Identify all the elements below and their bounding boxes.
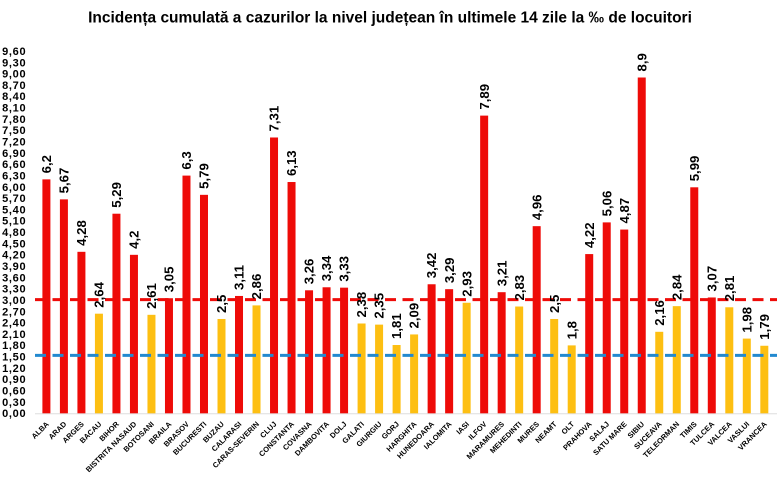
- svg-text:4,96: 4,96: [529, 194, 544, 220]
- svg-text:4,50: 4,50: [2, 238, 26, 250]
- svg-text:3,42: 3,42: [424, 253, 439, 279]
- svg-text:3,34: 3,34: [319, 255, 334, 281]
- svg-text:6,60: 6,60: [2, 159, 26, 171]
- svg-text:3,00: 3,00: [2, 295, 26, 307]
- svg-text:1,80: 1,80: [2, 340, 26, 352]
- svg-text:9,60: 9,60: [2, 46, 26, 58]
- svg-text:7,50: 7,50: [2, 125, 26, 137]
- svg-text:3,26: 3,26: [302, 259, 317, 285]
- svg-text:7,20: 7,20: [2, 137, 26, 149]
- svg-text:3,30: 3,30: [2, 284, 26, 296]
- svg-text:2,86: 2,86: [249, 274, 264, 300]
- svg-text:2,93: 2,93: [459, 271, 474, 297]
- svg-text:2,09: 2,09: [407, 303, 422, 329]
- svg-text:1,50: 1,50: [2, 352, 26, 364]
- svg-text:8,9: 8,9: [634, 53, 649, 71]
- svg-text:2,16: 2,16: [652, 300, 667, 326]
- svg-text:5,29: 5,29: [109, 182, 124, 208]
- svg-text:5,10: 5,10: [2, 216, 26, 228]
- svg-text:2,5: 2,5: [214, 295, 229, 313]
- svg-text:8,70: 8,70: [2, 80, 26, 92]
- svg-text:2,81: 2,81: [722, 276, 737, 302]
- svg-text:9,30: 9,30: [2, 57, 26, 69]
- svg-text:4,87: 4,87: [617, 198, 632, 224]
- svg-text:4,80: 4,80: [2, 227, 26, 239]
- svg-text:9,00: 9,00: [2, 69, 26, 81]
- svg-text:2,38: 2,38: [354, 292, 369, 318]
- svg-text:3,21: 3,21: [494, 261, 509, 287]
- svg-text:6,3: 6,3: [179, 151, 194, 169]
- svg-text:4,2: 4,2: [127, 230, 142, 248]
- svg-text:7,80: 7,80: [2, 114, 26, 126]
- svg-text:7,31: 7,31: [267, 106, 282, 132]
- svg-text:2,40: 2,40: [2, 318, 26, 330]
- svg-text:0,60: 0,60: [2, 386, 26, 398]
- svg-text:3,60: 3,60: [2, 272, 26, 284]
- svg-text:0,30: 0,30: [2, 397, 26, 409]
- svg-text:2,10: 2,10: [2, 329, 26, 341]
- svg-text:4,28: 4,28: [74, 220, 89, 246]
- svg-text:1,20: 1,20: [2, 363, 26, 375]
- svg-text:7,89: 7,89: [477, 84, 492, 110]
- svg-text:2,64: 2,64: [92, 281, 107, 307]
- svg-text:3,90: 3,90: [2, 261, 26, 273]
- svg-text:2,35: 2,35: [372, 293, 387, 319]
- svg-text:6,13: 6,13: [284, 150, 299, 176]
- svg-text:8,40: 8,40: [2, 91, 26, 103]
- svg-text:3,11: 3,11: [232, 265, 247, 290]
- svg-text:5,99: 5,99: [687, 156, 702, 182]
- svg-text:1,79: 1,79: [757, 314, 772, 340]
- svg-text:6,2: 6,2: [39, 155, 54, 173]
- svg-text:6,00: 6,00: [2, 182, 26, 194]
- svg-text:5,06: 5,06: [599, 191, 614, 217]
- svg-text:0,90: 0,90: [2, 374, 26, 386]
- svg-text:2,83: 2,83: [512, 275, 527, 301]
- svg-text:8,10: 8,10: [2, 103, 26, 115]
- svg-text:1,8: 1,8: [564, 321, 579, 339]
- svg-text:5,40: 5,40: [2, 204, 26, 216]
- svg-text:6,30: 6,30: [2, 171, 26, 183]
- svg-text:3,05: 3,05: [162, 267, 177, 293]
- svg-text:3,29: 3,29: [442, 257, 457, 283]
- svg-text:5,70: 5,70: [2, 193, 26, 205]
- svg-text:3,07: 3,07: [704, 266, 719, 292]
- svg-text:2,61: 2,61: [144, 283, 159, 309]
- svg-text:6,90: 6,90: [2, 148, 26, 160]
- svg-text:5,79: 5,79: [197, 163, 212, 189]
- svg-text:5,67: 5,67: [57, 168, 72, 194]
- svg-text:2,84: 2,84: [669, 274, 684, 300]
- svg-text:1,98: 1,98: [739, 307, 754, 333]
- svg-text:2,70: 2,70: [2, 306, 26, 318]
- svg-text:Incidența cumulată a cazurilor: Incidența cumulată a cazurilor la nivel …: [88, 10, 692, 27]
- svg-text:4,20: 4,20: [2, 250, 26, 262]
- svg-text:4,22: 4,22: [582, 222, 597, 248]
- svg-text:2,5: 2,5: [547, 295, 562, 313]
- svg-text:0,00: 0,00: [2, 408, 26, 420]
- svg-text:1,81: 1,81: [389, 313, 404, 339]
- svg-text:3,33: 3,33: [337, 256, 352, 282]
